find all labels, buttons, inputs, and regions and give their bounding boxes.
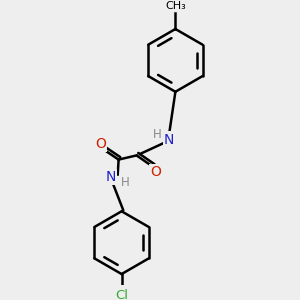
Text: N: N (106, 170, 116, 184)
Text: H: H (152, 128, 161, 141)
Text: O: O (95, 137, 106, 151)
Text: N: N (164, 133, 174, 147)
Text: H: H (121, 176, 130, 189)
Text: O: O (151, 165, 161, 179)
Text: CH₃: CH₃ (165, 1, 186, 11)
Text: Cl: Cl (115, 289, 128, 300)
